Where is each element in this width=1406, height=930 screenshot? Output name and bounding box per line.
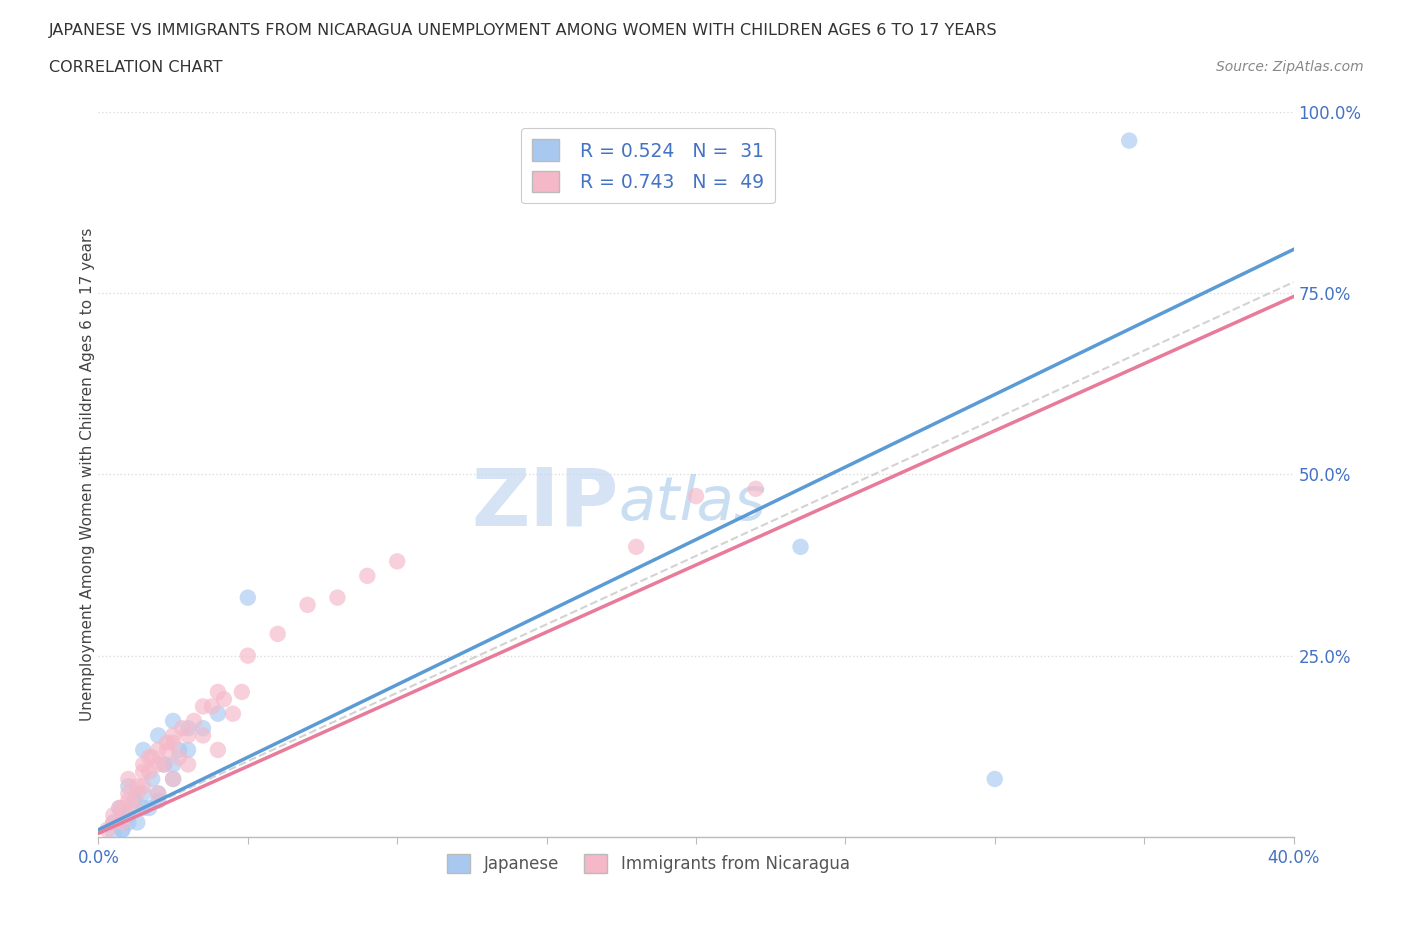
Point [138,801,160,816]
Text: ZIP: ZIP [471,464,619,542]
Point [183,713,205,728]
Point [326,591,349,605]
Point [162,736,184,751]
Point [745,482,768,497]
Point [132,764,155,779]
Point [148,757,170,772]
Point [153,757,176,772]
Point [103,815,125,830]
Text: Source: ZipAtlas.com: Source: ZipAtlas.com [1216,60,1364,74]
Text: atlas: atlas [619,473,766,533]
Point [297,597,319,612]
Point [177,721,200,736]
Text: JAPANESE VS IMMIGRANTS FROM NICARAGUA UNEMPLOYMENT AMONG WOMEN WITH CHILDREN AGE: JAPANESE VS IMMIGRANTS FROM NICARAGUA UN… [49,23,998,38]
Point [177,728,200,743]
Point [212,692,235,707]
Y-axis label: Unemployment Among Women with Children Ages 6 to 17 years: Unemployment Among Women with Children A… [80,228,94,721]
Point [222,706,245,721]
Point [1118,133,1140,148]
Point [236,591,259,605]
Point [132,801,155,816]
Point [626,539,648,554]
Text: CORRELATION CHART: CORRELATION CHART [49,60,222,75]
Point [117,808,139,823]
Point [124,793,146,808]
Point [117,815,139,830]
Point [103,815,125,830]
Point [156,742,179,757]
Legend: Japanese, Immigrants from Nicaragua: Japanese, Immigrants from Nicaragua [440,847,856,880]
Point [162,772,184,787]
Point [207,706,229,721]
Point [117,793,139,808]
Point [148,742,170,757]
Point [685,488,707,503]
Point [108,801,131,816]
Point [124,801,146,816]
Point [207,684,229,699]
Point [191,728,214,743]
Point [162,728,184,743]
Point [984,772,1007,787]
Point [132,757,155,772]
Point [138,764,160,779]
Point [162,772,184,787]
Point [111,801,134,816]
Point [191,699,214,714]
Point [191,721,214,736]
Point [162,713,184,728]
Point [132,786,155,801]
Point [207,742,229,757]
Point [108,801,131,816]
Point [162,757,184,772]
Point [132,742,155,757]
Point [156,736,179,751]
Point [141,750,163,764]
Point [148,786,170,801]
Point [177,757,200,772]
Point [96,822,118,837]
Point [201,699,224,714]
Point [385,554,409,569]
Point [138,750,160,764]
Point [789,539,811,554]
Point [103,808,125,823]
Point [141,772,163,787]
Point [127,778,149,793]
Point [111,822,134,837]
Point [356,568,378,583]
Point [127,786,149,801]
Point [172,721,194,736]
Point [167,750,190,764]
Point [103,826,125,841]
Point [153,757,176,772]
Point [127,815,149,830]
Point [148,793,170,808]
Point [117,786,139,801]
Point [236,648,259,663]
Point [148,728,170,743]
Point [177,742,200,757]
Point [167,742,190,757]
Point [132,778,155,793]
Point [111,822,134,837]
Point [231,684,253,699]
Point [117,778,139,793]
Point [111,815,134,830]
Point [148,786,170,801]
Point [117,772,139,787]
Point [267,627,290,642]
